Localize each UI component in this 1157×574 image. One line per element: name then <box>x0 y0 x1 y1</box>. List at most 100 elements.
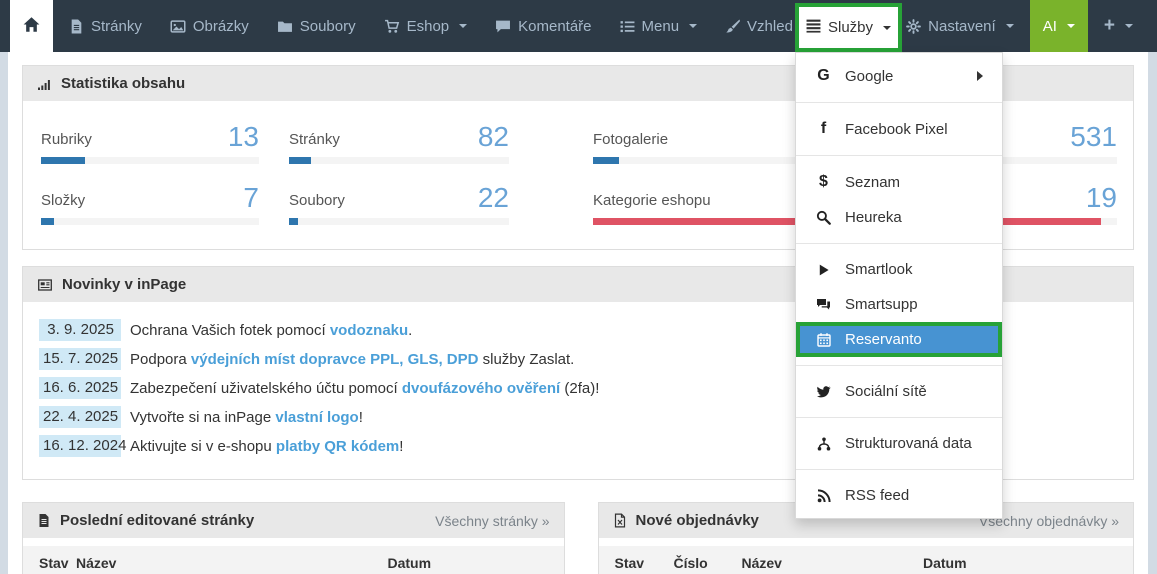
nav-item-label: Vzhled <box>747 17 793 35</box>
news-text-after: ! <box>358 408 363 426</box>
menu-item-label: Strukturovaná data <box>845 435 972 452</box>
twitter-icon <box>815 385 832 399</box>
home-icon <box>23 16 40 37</box>
news-list: 3. 9. 2025 Ochrana Vašich fotek pomocí v… <box>23 302 1133 479</box>
menu-divider <box>796 102 1002 103</box>
submenu-arrow-icon <box>977 71 983 81</box>
news-text-after: . <box>408 321 413 339</box>
stat-value: 13 <box>227 121 259 152</box>
column-header: Stav <box>39 555 69 571</box>
news-text-before: Zabezpečení uživatelského účtu pomocí <box>130 379 402 397</box>
top-navbar: Stránky Obrázky Soubory Eshop Komentáře … <box>0 0 1157 52</box>
nav-item-komentare[interactable]: Komentáře <box>483 0 603 52</box>
services-dropdown-menu: G Google f Facebook Pixel $ Seznam Heure… <box>795 52 1003 519</box>
stat-label: Rubriky <box>41 131 92 148</box>
stat-value: 531 <box>1070 121 1117 152</box>
menu-divider <box>796 243 1002 244</box>
new-orders-panel: Nové objednávky Všechny objednávky » Sta… <box>597 502 1134 574</box>
calendar-icon <box>815 332 832 347</box>
stat-value: 22 <box>477 182 509 213</box>
all-pages-link[interactable]: Všechny stránky » <box>435 512 550 529</box>
nav-item-label: Eshop <box>406 17 450 35</box>
stat-progress-fill <box>289 157 311 164</box>
nav-item-menu[interactable]: Menu <box>608 0 710 52</box>
nav-item-add[interactable]: + <box>1092 0 1145 52</box>
news-date-badge: 15. 7. 2025 <box>39 348 121 370</box>
dollar-icon: $ <box>819 173 828 190</box>
news-text: Aktivujte si v e-shopu platby QR kódem! <box>130 438 403 455</box>
menu-item-strukturovana-data[interactable]: Strukturovaná data <box>796 426 1002 461</box>
news-date-badge: 16. 12. 2024 <box>39 435 126 457</box>
menu-divider <box>796 417 1002 418</box>
news-text: Vytvořte si na inPage vlastní logo! <box>130 409 363 426</box>
news-link[interactable]: dvoufázového ověření <box>401 379 561 397</box>
news-text-after: služby Zaslat. <box>478 350 575 368</box>
menu-item-rss-feed[interactable]: RSS feed <box>796 478 1002 513</box>
rss-icon <box>815 488 832 503</box>
stats-panel-title: Statistika obsahu <box>61 75 186 92</box>
stat-label: Soubory <box>289 192 345 209</box>
news-link[interactable]: výdejních míst dopravce PPL, GLS, DPD <box>190 350 479 368</box>
stat-label: Kategorie eshopu <box>593 192 711 209</box>
chevron-down-icon <box>1066 24 1075 28</box>
stat-progress-track <box>289 218 509 225</box>
new-orders-title: Nové objednávky <box>635 512 759 529</box>
column-header: Název <box>741 555 782 571</box>
nav-item-label: Menu <box>641 17 680 35</box>
menu-divider <box>796 469 1002 470</box>
menu-item-label: Smartlook <box>845 261 913 278</box>
chevron-down-icon <box>459 24 468 28</box>
pages-table-header: Stav Název Datum <box>23 546 564 574</box>
menu-item-heureka[interactable]: Heureka <box>796 200 1002 235</box>
images-icon <box>170 19 186 34</box>
stat-value: 7 <box>243 182 259 213</box>
column-header: Číslo <box>673 555 708 571</box>
nav-item-label: Komentáře <box>518 17 592 35</box>
cart-icon <box>384 19 400 34</box>
stat-rubriky: Rubriky 13 <box>41 123 259 164</box>
nav-item-label: Soubory <box>299 17 356 35</box>
stat-progress-fill <box>593 157 620 164</box>
menu-item-smartsupp[interactable]: Smartsupp <box>796 287 1002 322</box>
all-orders-link[interactable]: Všechny objednávky » <box>978 512 1119 529</box>
nav-item-home[interactable] <box>10 0 53 52</box>
new-orders-header: Nové objednávky Všechny objednávky » <box>598 503 1133 538</box>
nav-item-obrazky[interactable]: Obrázky <box>158 0 261 52</box>
news-link[interactable]: vlastní logo <box>275 408 359 426</box>
menu-item-google[interactable]: G Google <box>796 58 1002 94</box>
orders-table-header: Stav Číslo Název Datum <box>598 546 1133 574</box>
nav-item-ai[interactable]: AI <box>1029 0 1088 52</box>
stat-stranky: Stránky 82 <box>289 123 509 164</box>
comment-icon <box>495 19 511 34</box>
menu-item-reservanto[interactable]: Reservanto <box>796 322 1002 357</box>
stat-progress-fill <box>289 218 298 225</box>
news-link[interactable]: platby QR kódem <box>275 437 400 455</box>
pages-icon <box>69 19 84 34</box>
nav-item-eshop[interactable]: Eshop <box>372 0 480 52</box>
news-text: Ochrana Vašich fotek pomocí vodoznaku. <box>130 322 412 339</box>
news-item: 3. 9. 2025 Ochrana Vašich fotek pomocí v… <box>23 319 1133 341</box>
comments-icon <box>815 298 832 312</box>
menu-item-label: Sociální sítě <box>845 383 927 400</box>
nav-item-stranky[interactable]: Stránky <box>57 0 154 52</box>
news-link[interactable]: vodoznaku <box>329 321 409 339</box>
stat-slozky: Složky 7 <box>41 184 259 225</box>
stat-label: Fotogalerie <box>593 131 669 148</box>
menu-item-smartlook[interactable]: Smartlook <box>796 252 1002 287</box>
nav-item-nastaveni[interactable]: Nastavení <box>894 0 1026 52</box>
news-item: 22. 4. 2025 Vytvořte si na inPage vlastn… <box>23 406 1133 428</box>
menu-item-socialni-site[interactable]: Sociální sítě <box>796 374 1002 409</box>
news-text-before: Aktivujte si v e-shopu <box>130 437 276 455</box>
recent-pages-panel: Poslední editované stránky Všechny strán… <box>22 502 565 574</box>
nav-item-sluzby[interactable]: Služby <box>795 3 902 52</box>
stat-progress-track <box>41 218 259 225</box>
menu-item-label: Seznam <box>845 173 901 191</box>
news-date-badge: 22. 4. 2025 <box>39 406 121 428</box>
menu-item-facebook-pixel[interactable]: f Facebook Pixel <box>796 111 1002 147</box>
newspaper-icon <box>37 278 53 292</box>
column-header: Stav <box>614 555 645 571</box>
news-text-before: Podpora <box>130 350 191 368</box>
brush-icon <box>725 19 741 34</box>
nav-item-soubory[interactable]: Soubory <box>265 0 368 52</box>
menu-item-seznam[interactable]: $ Seznam <box>796 164 1002 200</box>
